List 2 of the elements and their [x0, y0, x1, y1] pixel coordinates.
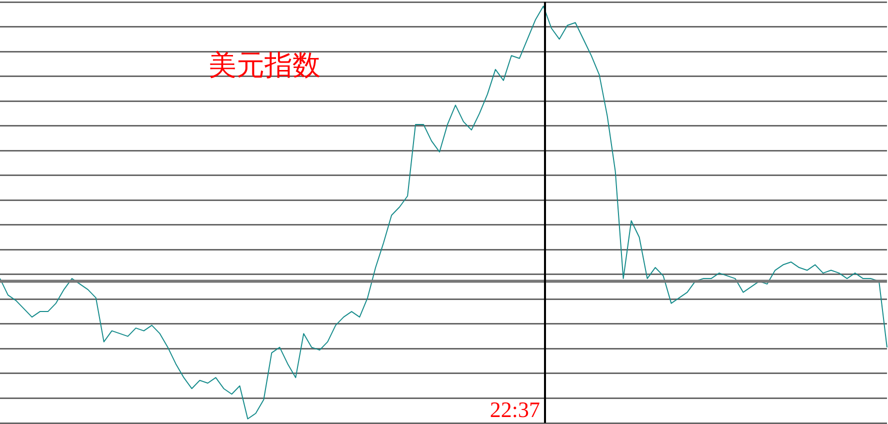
- annotation: 22:37: [490, 397, 540, 422]
- text: 美元指数: [208, 48, 320, 82]
